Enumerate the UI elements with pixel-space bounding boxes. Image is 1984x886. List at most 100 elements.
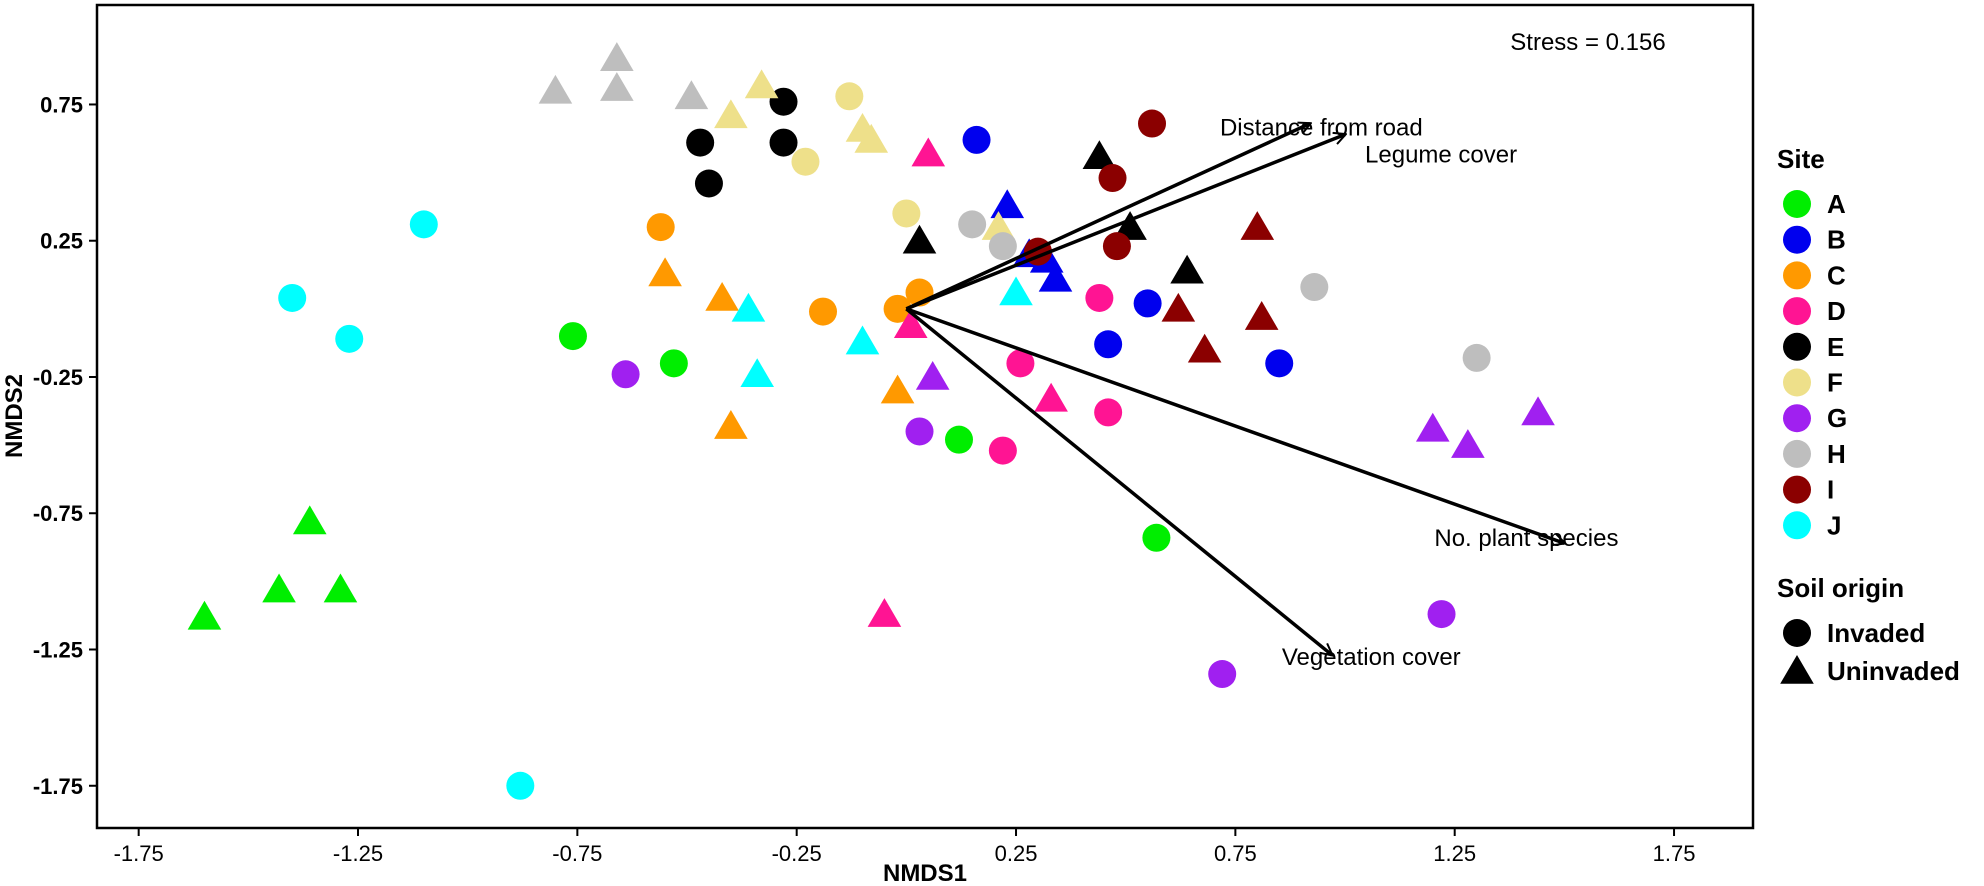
legend-site-swatch-b [1783,225,1811,254]
point-site-d-uninvaded [893,309,928,339]
point-site-c-invaded [646,213,675,242]
point-site-a-invaded [944,425,973,454]
point-site-j-uninvaded [845,325,880,355]
point-site-i-invaded [1138,109,1167,138]
legend-soil-origin: Soil origin Invaded Uninvaded [1777,573,1960,686]
point-site-i-invaded [1102,232,1131,261]
point-site-c-uninvaded [705,281,739,311]
point-site-f-uninvaded [981,211,1016,240]
vector-legume-cover [905,134,1345,311]
legend-site-label-b: B [1827,225,1846,255]
x-tick-label: 1.25 [1433,841,1476,866]
point-site-a-invaded [1142,523,1171,552]
point-site-d-invaded [1085,283,1114,312]
point-site-e-uninvaded [1113,211,1147,240]
point-site-i-invaded [1098,164,1127,193]
point-site-g-uninvaded [1415,412,1450,442]
point-site-e-invaded [769,87,798,116]
legend-site-swatch-g [1783,404,1811,433]
legend-site-title: Site [1777,144,1825,174]
point-site-h-uninvaded [600,72,634,101]
vector-no-plant-species [905,307,1564,543]
legend-site-label-h: H [1827,439,1846,469]
point-site-f-uninvaded [714,99,748,129]
point-site-j-invaded [278,283,307,312]
point-site-e-uninvaded [1170,254,1204,284]
point-site-b-invaded [1265,349,1294,378]
point-site-h-invaded [988,232,1017,261]
x-tick-label: -0.75 [552,841,602,866]
y-tick-label: -0.25 [33,365,83,390]
plot-panel [95,3,1755,830]
vector-label-vegetation-cover: Vegetation cover [1282,644,1461,671]
point-site-j-uninvaded [999,276,1033,306]
legend-site-label-g: G [1827,403,1847,433]
point-site-b-uninvaded [1038,262,1073,292]
point-site-a-invaded [659,349,688,378]
legend-site-label-e: E [1827,332,1844,362]
point-site-j-invaded [335,324,364,353]
point-site-f-invaded [835,82,864,111]
point-site-b-invaded [1133,289,1162,318]
point-site-e-invaded [769,128,798,157]
point-site-j-uninvaded [731,292,766,322]
point-site-f-invaded [791,147,820,176]
x-tick-label: -0.25 [772,841,822,866]
y-axis: -1.75 -1.25 -0.75 -0.25 0.25 0.75 [33,92,97,799]
legend-site-swatch-d [1783,297,1811,326]
point-site-b-invaded [1094,330,1123,359]
point-site-i-uninvaded [1161,292,1196,322]
y-tick-label: -1.75 [33,774,83,799]
point-site-i-uninvaded [1244,301,1279,330]
legend-site-label-c: C [1827,260,1846,290]
y-tick-label: -1.25 [33,638,83,663]
point-site-c-invaded [883,294,912,323]
point-site-g-invaded [1208,660,1237,689]
point-site-e-uninvaded [902,224,937,254]
point-site-e-invaded [694,169,723,198]
point-site-c-invaded [809,297,838,326]
x-axis-title: NMDS1 [883,860,967,886]
point-site-a-uninvaded [323,573,358,603]
x-tick-label: 0.25 [995,841,1038,866]
legend-site-swatch-e [1783,332,1811,361]
point-site-c-uninvaded [880,374,915,404]
point-site-f-invaded [892,199,921,228]
x-tick-label: 0.75 [1214,841,1257,866]
point-site-d-invaded [1094,398,1123,427]
vector-label-legume-cover: Legume cover [1365,141,1517,168]
x-tick-label: -1.25 [333,841,383,866]
point-site-i-uninvaded [1187,333,1222,363]
point-site-h-invaded [1300,273,1329,302]
point-site-h-invaded [958,210,987,239]
y-axis-title: NMDS2 [1,374,28,458]
legend-site-label-f: F [1827,368,1843,398]
point-site-d-uninvaded [867,598,902,627]
legend-site-label-i: I [1827,475,1834,505]
point-site-j-invaded [506,771,535,800]
point-site-d-invaded [1006,349,1035,378]
point-site-f-uninvaded [744,69,779,99]
point-site-e-uninvaded [1082,140,1117,170]
point-site-a-uninvaded [292,505,327,535]
legend-origin-label-invaded: Invaded [1827,618,1925,648]
legend-site-swatch-h [1783,439,1811,468]
legend-site-label-a: A [1827,189,1846,219]
stress-annotation: Stress = 0.156 [1510,29,1665,56]
point-site-j-invaded [409,210,438,239]
point-site-c-uninvaded [648,257,682,287]
point-site-a-uninvaded [187,600,222,630]
x-tick-label: 1.75 [1653,841,1696,866]
legend-site-label-d: D [1827,296,1846,326]
point-site-g-invaded [611,360,640,389]
legend-site-swatch-f [1783,368,1811,397]
point-site-d-invaded [988,436,1017,465]
legend-site-swatch-j [1783,511,1811,540]
vector-label-no-plant-species: No. plant species [1434,525,1618,552]
point-site-a-uninvaded [262,573,296,603]
point-site-i-uninvaded [1240,211,1275,240]
point-site-d-uninvaded [1034,382,1068,412]
